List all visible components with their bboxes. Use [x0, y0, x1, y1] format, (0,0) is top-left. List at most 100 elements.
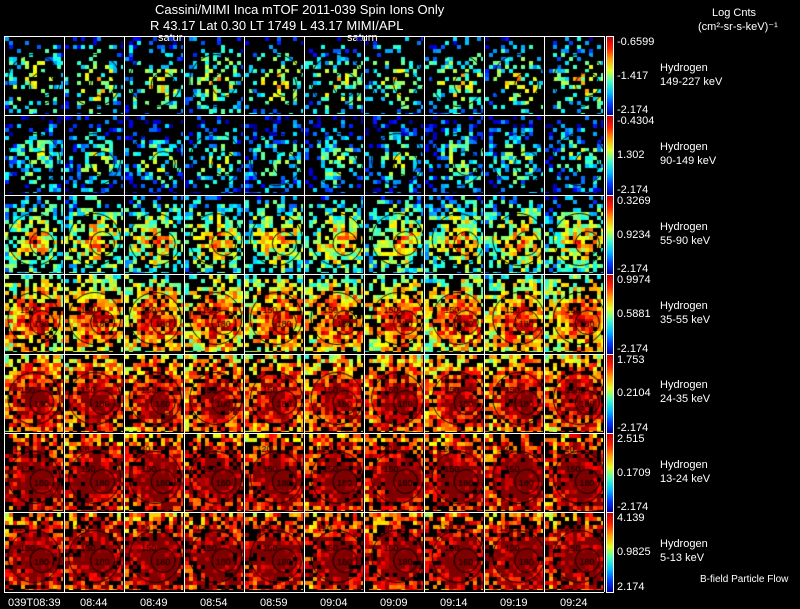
panel-divider	[64, 36, 65, 592]
ion-image-panel	[305, 116, 363, 194]
time-tick-label: 09:09	[380, 597, 408, 609]
ion-image-panel	[245, 195, 303, 273]
panel-divider	[184, 36, 185, 592]
panel-divider	[4, 274, 604, 276]
ion-image-panel	[365, 37, 423, 114]
ion-image-panel	[125, 116, 183, 194]
colorbar	[606, 433, 614, 514]
colorbar-tick-label: 2.515	[617, 433, 645, 445]
ion-image-panel	[485, 116, 543, 194]
colorbar-tick-label: -2.174	[617, 183, 649, 196]
ion-image-panel	[305, 275, 363, 353]
colorbar	[606, 353, 614, 434]
ion-image-panel	[125, 513, 183, 591]
ion-image-panel	[305, 37, 363, 114]
panel-divider	[484, 36, 485, 592]
ion-image-panel	[545, 275, 603, 353]
colorbar-tick-label: 1.302	[617, 149, 645, 162]
ion-image-panel	[305, 434, 363, 511]
colorbar	[606, 274, 614, 355]
ion-image-panel	[245, 513, 303, 591]
ion-image-panel	[485, 195, 543, 273]
ion-image-panel	[185, 275, 243, 353]
ion-image-panel	[125, 37, 183, 114]
panel-divider	[4, 36, 604, 37]
ion-image-panel	[65, 116, 123, 194]
ion-image-panel	[185, 513, 243, 591]
ion-image-panel	[5, 434, 63, 511]
ion-image-panel	[425, 116, 483, 194]
ion-image-panel	[65, 195, 123, 273]
ion-image-panel	[185, 195, 243, 273]
ion-image-panel	[365, 116, 423, 194]
ion-image-panel	[425, 513, 483, 591]
colorbar-tick-label: -0.4304	[617, 115, 655, 128]
ion-image-panel	[125, 195, 183, 273]
ion-image-panel	[425, 354, 483, 432]
ion-image-panel	[545, 354, 603, 432]
energy-range-label: 149-227 keV	[660, 75, 723, 88]
ion-image-panel	[5, 195, 63, 273]
time-tick-label: 08:59	[260, 597, 288, 609]
ion-image-panel	[365, 513, 423, 591]
ion-image-panel	[425, 434, 483, 511]
colorbar-tick-label: 0.2104	[617, 387, 651, 400]
species-label: Hydrogen	[660, 141, 708, 154]
ion-image-panel	[125, 275, 183, 353]
colorbar-tick-label: 0.5881	[617, 307, 651, 320]
species-label: Hydrogen	[660, 220, 708, 233]
panel-divider	[604, 36, 605, 592]
bfield-legend: B-field Particle Flow	[700, 574, 789, 585]
ion-image-panel	[125, 354, 183, 432]
colorbar	[606, 36, 614, 117]
panel-divider	[4, 512, 604, 514]
ion-image-panel	[5, 37, 63, 114]
ion-image-panel	[545, 195, 603, 273]
ion-image-panel	[245, 116, 303, 194]
ion-image-panel	[185, 37, 243, 114]
units-label: Log Cnts	[712, 7, 757, 19]
colorbar-tick-label: -1.417	[617, 69, 649, 82]
time-tick-label: 09:19	[500, 597, 528, 609]
colorbar-tick-label: -2.174	[617, 342, 649, 355]
ion-image-panel	[365, 275, 423, 353]
species-label: Hydrogen	[660, 538, 708, 551]
energy-range-label: 90-149 keV	[660, 155, 717, 168]
panel-divider	[4, 194, 604, 196]
colorbar-tick-label: -2.174	[617, 501, 649, 514]
panel-divider	[4, 115, 604, 117]
colorbar-tick-label: 1.753	[617, 353, 645, 366]
orbit-info: R 43.17 Lat 0.30 LT 1749 L 43.17 MIMI/AP…	[150, 18, 404, 33]
ion-image-panel	[305, 513, 363, 591]
colorbar-tick-label: 0.3269	[617, 194, 651, 207]
panel-divider	[364, 36, 365, 592]
ion-image-panel	[485, 513, 543, 591]
panel-divider	[544, 36, 545, 592]
ion-image-panel	[65, 513, 123, 591]
colorbar-tick-label: 0.9825	[617, 546, 651, 559]
ion-image-panel	[5, 513, 63, 591]
ion-image-panel	[305, 195, 363, 273]
species-label: Hydrogen	[660, 458, 708, 471]
species-label: Hydrogen	[660, 379, 708, 392]
ion-image-panel	[65, 354, 123, 432]
ion-image-panel	[185, 354, 243, 432]
time-tick-label: 08:49	[140, 597, 168, 609]
figure-title: Cassini/MIMI Inca mTOF 2011-039 Spin Ion…	[155, 2, 445, 17]
energy-range-label: 13-24 keV	[660, 472, 711, 485]
panel-divider	[4, 591, 604, 593]
colorbar	[606, 194, 614, 276]
energy-range-label: 35-55 keV	[660, 313, 711, 326]
ion-image-panel	[65, 434, 123, 511]
ion-image-panel	[485, 354, 543, 432]
colorbar-tick-label: -2.174	[617, 422, 649, 434]
ion-image-panel	[545, 434, 603, 511]
ion-image-panel	[185, 116, 243, 194]
ion-image-panel	[305, 354, 363, 432]
ion-image-panel	[545, 37, 603, 114]
ion-image-panel	[65, 37, 123, 114]
time-tick-label: 09:04	[320, 597, 348, 609]
ion-image-panel	[365, 195, 423, 273]
time-tick-label: 09:14	[440, 597, 468, 609]
